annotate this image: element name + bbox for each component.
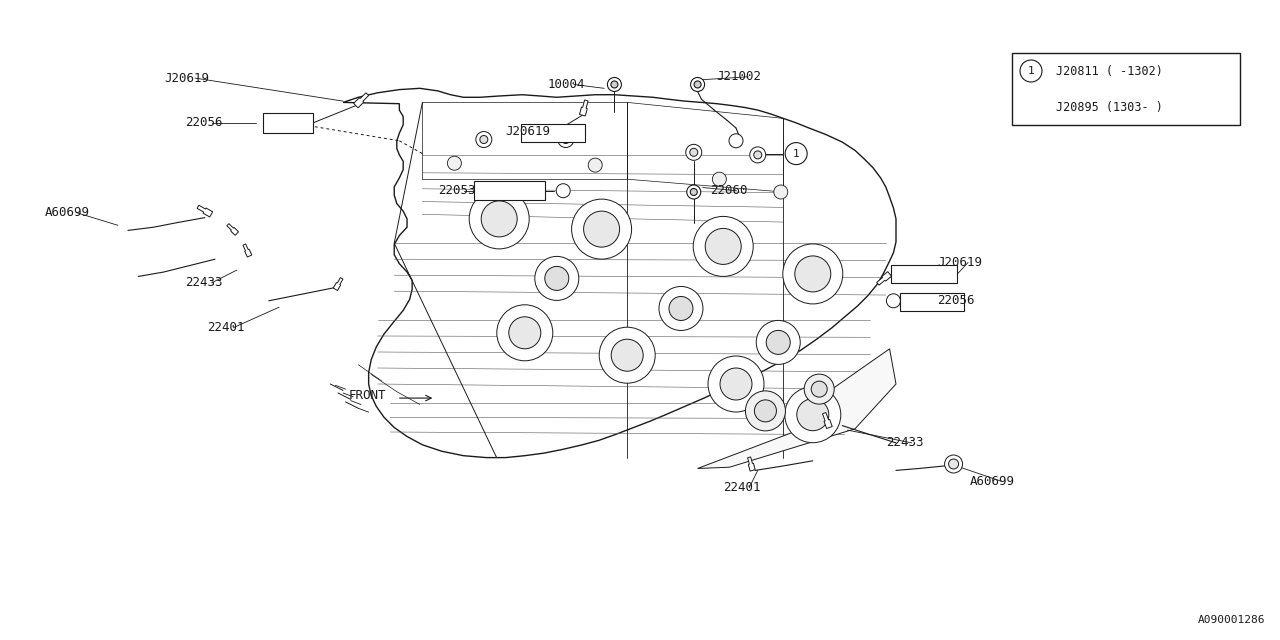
Text: 1: 1: [1028, 66, 1034, 76]
Circle shape: [783, 244, 842, 304]
Polygon shape: [698, 349, 896, 468]
Circle shape: [754, 151, 762, 159]
Circle shape: [804, 374, 835, 404]
Circle shape: [730, 134, 742, 148]
Text: 10004: 10004: [548, 78, 585, 91]
Circle shape: [589, 158, 602, 172]
Circle shape: [945, 455, 963, 473]
Circle shape: [887, 294, 900, 308]
Text: 22056: 22056: [186, 116, 223, 129]
Circle shape: [745, 391, 786, 431]
Circle shape: [694, 81, 701, 88]
Text: A60699: A60699: [970, 475, 1015, 488]
Circle shape: [756, 321, 800, 364]
Circle shape: [796, 399, 829, 431]
Text: FRONT: FRONT: [348, 389, 385, 402]
Bar: [262, 113, 314, 133]
Circle shape: [509, 317, 541, 349]
Text: J20619: J20619: [164, 72, 209, 84]
Text: J20619: J20619: [937, 256, 982, 269]
Bar: [891, 265, 957, 283]
Polygon shape: [353, 93, 369, 108]
Polygon shape: [580, 100, 588, 116]
Text: J20619: J20619: [506, 125, 550, 138]
Circle shape: [690, 148, 698, 156]
Circle shape: [476, 131, 492, 148]
Polygon shape: [197, 205, 212, 217]
Circle shape: [687, 185, 700, 199]
Circle shape: [470, 189, 529, 249]
Circle shape: [1020, 60, 1042, 82]
Circle shape: [612, 339, 644, 371]
Polygon shape: [243, 244, 252, 257]
Circle shape: [497, 305, 553, 361]
Circle shape: [785, 387, 841, 443]
Circle shape: [481, 201, 517, 237]
Circle shape: [545, 266, 568, 291]
Circle shape: [599, 327, 655, 383]
Circle shape: [480, 136, 488, 143]
Circle shape: [795, 256, 831, 292]
Bar: [521, 124, 585, 142]
Circle shape: [713, 172, 726, 186]
Bar: [900, 293, 964, 311]
Polygon shape: [333, 278, 343, 291]
Circle shape: [611, 81, 618, 88]
Circle shape: [659, 287, 703, 330]
Circle shape: [572, 199, 631, 259]
Circle shape: [708, 356, 764, 412]
Circle shape: [948, 459, 959, 469]
Polygon shape: [227, 223, 238, 236]
Text: 22053: 22053: [438, 184, 475, 197]
Text: 22060: 22060: [710, 184, 748, 197]
Circle shape: [705, 228, 741, 264]
Circle shape: [669, 296, 692, 321]
Circle shape: [448, 156, 461, 170]
Polygon shape: [823, 413, 832, 429]
Circle shape: [767, 330, 790, 355]
Circle shape: [558, 131, 573, 148]
Circle shape: [774, 185, 787, 199]
Circle shape: [691, 77, 704, 92]
Circle shape: [562, 136, 570, 143]
Text: 22056: 22056: [937, 294, 974, 307]
Circle shape: [690, 189, 698, 195]
Polygon shape: [343, 88, 896, 458]
Circle shape: [584, 211, 620, 247]
Circle shape: [608, 77, 621, 92]
Circle shape: [557, 184, 570, 198]
Text: A090001286: A090001286: [1198, 615, 1265, 625]
Circle shape: [694, 216, 753, 276]
Text: 22433: 22433: [186, 276, 223, 289]
Circle shape: [750, 147, 765, 163]
Text: 22433: 22433: [886, 436, 923, 449]
Text: 1: 1: [792, 148, 800, 159]
Circle shape: [754, 400, 777, 422]
Circle shape: [785, 143, 808, 164]
Circle shape: [812, 381, 827, 397]
Polygon shape: [748, 457, 755, 471]
Bar: [1012, 53, 1240, 125]
Text: A60699: A60699: [45, 206, 90, 219]
Text: J21002: J21002: [717, 70, 762, 83]
Text: 22401: 22401: [207, 321, 244, 334]
Text: J20811 ( -1302): J20811 ( -1302): [1056, 65, 1162, 77]
Circle shape: [721, 368, 753, 400]
Circle shape: [535, 257, 579, 300]
Polygon shape: [877, 271, 891, 285]
Text: J20895 (1303- ): J20895 (1303- ): [1056, 100, 1162, 113]
Text: 22401: 22401: [723, 481, 760, 494]
Circle shape: [686, 145, 701, 161]
Bar: [475, 181, 545, 200]
